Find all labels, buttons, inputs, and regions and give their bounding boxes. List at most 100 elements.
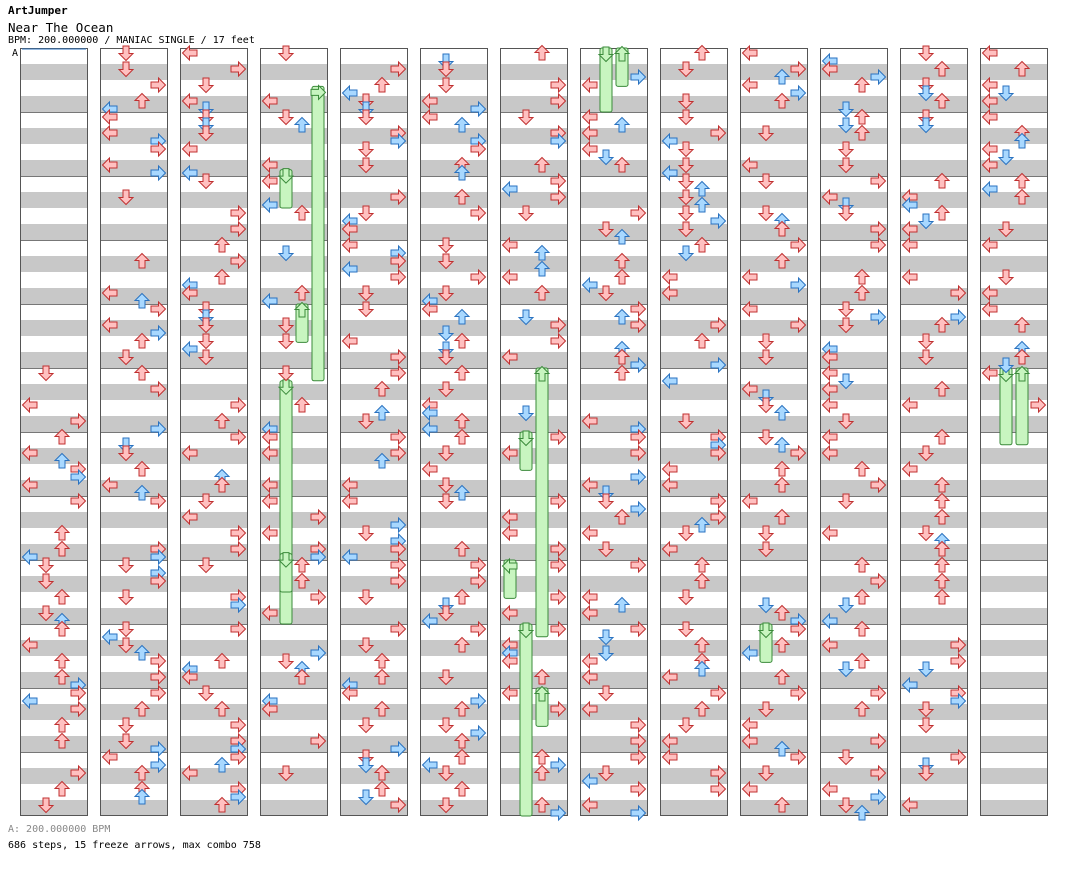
eighth-note-arrow <box>773 68 791 85</box>
quarter-note-arrow <box>277 45 295 62</box>
beat-stripe <box>980 192 1048 208</box>
quarter-note-arrow <box>390 620 407 638</box>
eighth-note-arrow <box>421 612 438 630</box>
eighth-note-arrow <box>150 740 167 758</box>
quarter-note-arrow <box>933 588 951 605</box>
quarter-note-arrow <box>550 172 567 190</box>
beat-stripe <box>740 672 808 688</box>
quarter-note-arrow <box>581 796 598 814</box>
beat-stripe <box>500 64 568 80</box>
quarter-note-arrow <box>550 428 567 446</box>
freeze-arrow-head <box>293 301 311 318</box>
quarter-note-arrow <box>390 188 407 206</box>
quarter-note-arrow <box>870 572 887 590</box>
quarter-note-arrow <box>981 236 998 254</box>
beat-stripe <box>500 416 568 432</box>
quarter-note-arrow <box>230 60 247 78</box>
quarter-note-arrow <box>70 492 87 510</box>
quarter-note-arrow <box>677 221 695 238</box>
beat-stripe <box>260 320 328 336</box>
beat-stripe <box>900 608 968 624</box>
eighth-note-arrow <box>70 468 87 486</box>
quarter-note-arrow <box>630 620 647 638</box>
quarter-note-arrow <box>373 764 391 781</box>
quarter-note-arrow <box>853 124 871 141</box>
beat-stripe <box>20 320 88 336</box>
quarter-note-arrow <box>550 588 567 606</box>
eighth-note-arrow <box>517 309 535 326</box>
quarter-note-arrow <box>933 60 951 77</box>
quarter-note-arrow <box>757 397 775 414</box>
beat-stripe <box>180 800 248 816</box>
quarter-note-arrow <box>821 396 838 414</box>
quarter-note-arrow <box>1013 60 1031 77</box>
beat-stripe <box>900 544 968 560</box>
quarter-note-arrow <box>933 380 951 397</box>
quarter-note-arrow <box>533 44 551 61</box>
eighth-note-arrow <box>870 68 887 86</box>
quarter-note-arrow <box>677 189 695 206</box>
beat-stripe <box>820 800 888 816</box>
quarter-note-arrow <box>933 540 951 557</box>
quarter-note-arrow <box>230 540 247 558</box>
beat-stripe <box>660 384 728 400</box>
eighth-note-arrow <box>773 436 791 453</box>
quarter-note-arrow <box>933 508 951 525</box>
eighth-note-arrow <box>677 245 695 262</box>
quarter-note-arrow <box>693 44 711 61</box>
quarter-note-arrow <box>117 189 135 206</box>
quarter-note-arrow <box>613 268 631 285</box>
quarter-note-arrow <box>981 156 998 174</box>
quarter-note-arrow <box>837 301 855 318</box>
quarter-note-arrow <box>821 524 838 542</box>
eighth-note-arrow <box>837 101 855 118</box>
quarter-note-arrow <box>470 140 487 158</box>
quarter-note-arrow <box>181 444 198 462</box>
quarter-note-arrow <box>933 428 951 445</box>
quarter-note-arrow <box>630 204 647 222</box>
beat-stripe <box>740 416 808 432</box>
quarter-note-arrow <box>981 300 998 318</box>
quarter-note-arrow <box>533 156 551 173</box>
eighth-note-arrow <box>293 116 311 133</box>
quarter-note-arrow <box>581 668 598 686</box>
beat-stripe <box>100 704 168 720</box>
quarter-note-arrow <box>421 460 438 478</box>
freeze-arrow-head <box>1013 365 1031 382</box>
quarter-note-arrow <box>693 636 711 653</box>
freeze-arrow-body <box>535 367 549 638</box>
eighth-note-arrow <box>630 804 647 822</box>
quarter-note-arrow <box>293 668 311 685</box>
quarter-note-arrow <box>741 76 758 94</box>
quarter-note-arrow <box>950 636 967 654</box>
quarter-note-arrow <box>101 124 118 142</box>
eighth-note-arrow <box>150 324 167 342</box>
quarter-note-arrow <box>597 765 615 782</box>
quarter-note-arrow <box>53 428 71 445</box>
freeze-arrow-head <box>533 685 551 702</box>
quarter-note-arrow <box>501 604 518 622</box>
eighth-note-arrow <box>950 692 967 710</box>
beat-stripe <box>20 608 88 624</box>
eighth-note-arrow <box>453 116 471 133</box>
quarter-note-arrow <box>390 268 407 286</box>
quarter-note-arrow <box>261 92 278 110</box>
beat-stripe <box>100 512 168 528</box>
quarter-note-arrow <box>150 684 167 702</box>
quarter-note-arrow <box>853 588 871 605</box>
beat-stripe <box>820 256 888 272</box>
beat-stripe <box>580 288 648 304</box>
beat-stripe <box>180 576 248 592</box>
quarter-note-arrow <box>53 668 71 685</box>
quarter-note-arrow <box>357 157 375 174</box>
quarter-note-arrow <box>373 76 391 93</box>
quarter-note-arrow <box>741 732 758 750</box>
quarter-note-arrow <box>37 573 55 590</box>
quarter-note-arrow <box>181 508 198 526</box>
eighth-note-arrow <box>630 68 647 86</box>
quarter-note-arrow <box>261 492 278 510</box>
quarter-note-arrow <box>630 780 647 798</box>
quarter-note-arrow <box>581 588 598 606</box>
beat-stripe <box>20 512 88 528</box>
beat-stripe <box>740 96 808 112</box>
